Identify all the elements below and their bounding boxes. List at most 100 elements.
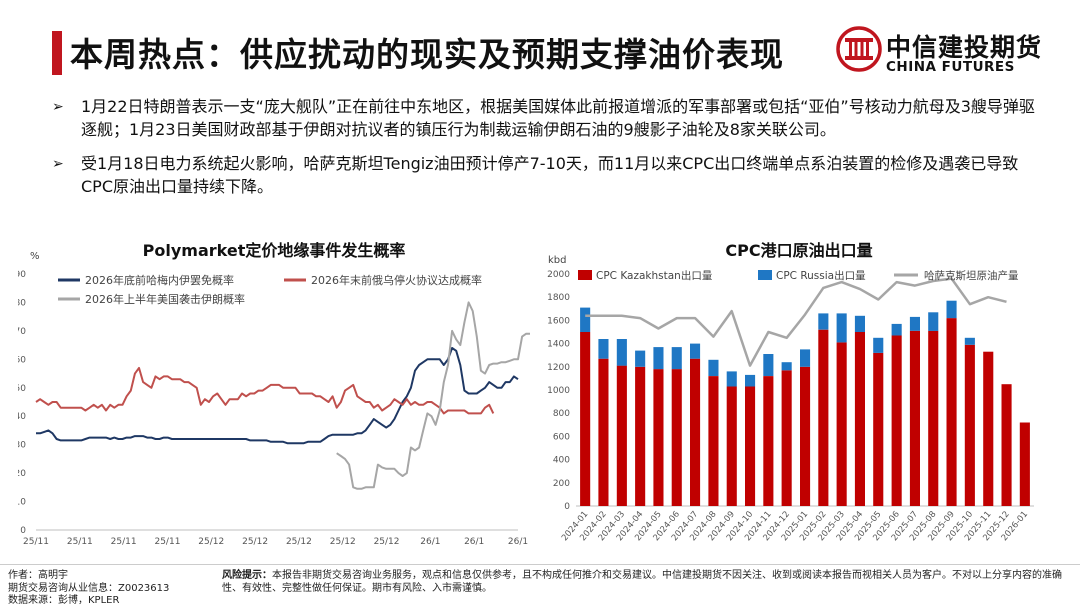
bar-segment (964, 344, 975, 506)
data-source: 数据来源：彭博，KPLER (8, 595, 120, 606)
x-tick-label: 25/12 (374, 537, 400, 547)
legend-swatch (758, 270, 772, 280)
bar-segment (873, 337, 884, 353)
x-tick-label: 26/1 (420, 537, 440, 547)
arrow-bullet-icon: ➢ (52, 156, 64, 172)
bar-segment (946, 300, 957, 319)
bar-segment (983, 351, 994, 506)
y-tick-label: 400 (553, 456, 570, 466)
bullet-text: 1月22日特朗普表示一支“庞大舰队”正在前往中东地区，根据美国媒体此前报道增派的… (81, 97, 1035, 139)
author: 作者：高明宇 (8, 570, 68, 581)
legend-swatch (578, 270, 592, 280)
bar-segment (836, 342, 847, 506)
y-tick-label: 1200 (547, 363, 570, 373)
page-title: 本周热点：供应扰动的现实及预期支撑油价表现 (70, 35, 784, 74)
bar-segment (708, 376, 719, 506)
bar-segment (928, 330, 939, 506)
y-tick-label: 1400 (547, 340, 570, 350)
legend-label: 2026年底前哈梅内伊罢免概率 (85, 273, 234, 287)
x-tick-label: 25/11 (23, 537, 49, 547)
legend-label: 2026年上半年美国袭击伊朗概率 (85, 292, 245, 306)
bar-segment (928, 312, 939, 331)
y-tick-label: 1000 (547, 386, 570, 396)
bar-segment (909, 330, 920, 506)
bar-segment (653, 369, 664, 506)
bar-segment (580, 332, 591, 506)
x-tick-label: 25/12 (242, 537, 268, 547)
y-tick-label: 90 (18, 270, 26, 280)
x-tick-label: 25/11 (67, 537, 93, 547)
polymarket-probability-chart: Polymarket定价地缘事件发生概率% 0 10 20 30 40 50 60 70 80 90… (18, 241, 530, 547)
x-tick-label: 25/11 (154, 537, 180, 547)
bullet-list: ➢ 1月22日特朗普表示一支“庞大舰队”正在前往中东地区，根据美国媒体此前报道增… (52, 96, 1042, 210)
bar-segment (708, 359, 719, 376)
bar-segment (763, 354, 774, 376)
y-tick-label: 0 (20, 526, 26, 536)
bar-segment (690, 358, 701, 506)
bar-segment (964, 337, 975, 345)
bar-segment (653, 347, 664, 370)
x-tick-label: 25/12 (330, 537, 356, 547)
x-tick-label: 25/12 (286, 537, 312, 547)
bar-segment (946, 318, 957, 506)
y-tick-label: 1800 (547, 293, 570, 303)
series-line (336, 301, 530, 490)
y-tick-label: 2000 (547, 270, 570, 280)
bar-segment (598, 358, 609, 506)
arrow-bullet-icon: ➢ (52, 99, 64, 115)
bar-segment (800, 366, 811, 506)
x-tick-label: 25/12 (198, 537, 224, 547)
bar-segment (891, 335, 902, 506)
y-tick-label: 800 (553, 409, 570, 419)
chart-title: CPC港口原油出口量 (725, 241, 872, 260)
bar-segment (635, 350, 646, 367)
bar-segment (745, 374, 756, 387)
bar-segment (616, 365, 627, 506)
footer-author-info: 作者：高明宇 期货交易咨询从业信息：Z0023613 数据来源：彭博，KPLER (8, 570, 169, 608)
bar-segment (873, 352, 884, 506)
x-tick-label: 26/1 (508, 537, 528, 547)
bar-segment (891, 323, 902, 336)
x-tick-label: 25/11 (111, 537, 137, 547)
bar-segment (635, 366, 646, 506)
bar-segment (909, 316, 920, 331)
bar-segment (781, 362, 792, 371)
bar-segment (818, 313, 829, 330)
bar-segment (671, 369, 682, 506)
x-tick-label: 26/1 (464, 537, 484, 547)
legend-label: CPC Kazakhstan出口量 (596, 269, 713, 282)
y-tick-label: 0 (564, 502, 570, 512)
bar-segment (580, 307, 591, 332)
bar-segment (1019, 422, 1030, 506)
series-line (36, 347, 519, 445)
y-tick-label: 20 (18, 469, 26, 479)
bar-segment (1001, 384, 1012, 506)
bar-segment (745, 386, 756, 506)
company-logo: 中信建投期货 CHINA FUTURES (836, 26, 1041, 82)
bar-segment (763, 376, 774, 506)
y-tick-label: 30 (18, 441, 26, 451)
license-number: 期货交易咨询从业信息：Z0023613 (8, 582, 170, 594)
series-line (585, 277, 1007, 367)
footer: 作者：高明宇 期货交易咨询从业信息：Z0023613 数据来源：彭博，KPLER… (0, 564, 1080, 609)
bar-segment (690, 343, 701, 359)
bullet-text: 受1月18日电力系统起火影响，哈萨克斯坦Tengiz油田预计停产7-10天，而1… (81, 154, 1019, 196)
citic-logo-icon (836, 26, 882, 72)
series-line (35, 366, 495, 415)
legend-label: 2026年末前俄乌停火协议达成概率 (311, 273, 482, 287)
bullet-item: ➢ 1月22日特朗普表示一支“庞大舰队”正在前往中东地区，根据美国媒体此前报道增… (52, 96, 1042, 141)
bar-segment (598, 339, 609, 359)
y-tick-label: 80 (18, 298, 26, 308)
y-axis-unit-label: kbd (548, 255, 567, 266)
bullet-item: ➢ 受1月18日电力系统起火影响，哈萨克斯坦Tengiz油田预计停产7-10天，… (52, 153, 1042, 198)
bar-segment (854, 315, 865, 332)
bar-segment (726, 386, 737, 506)
legend-label: CPC Russia出口量 (776, 269, 866, 282)
y-tick-label: 40 (18, 412, 26, 422)
risk-text: 本报告非期货交易咨询业务服务，观点和信息仅供参考，且不构成任何推介和交易建议。中… (222, 570, 1062, 594)
y-tick-label: 50 (18, 384, 26, 394)
y-tick-label: 600 (553, 432, 570, 442)
title-accent-bar (52, 31, 62, 75)
y-tick-label: 200 (553, 479, 570, 489)
y-axis-unit-label: % (30, 251, 40, 262)
